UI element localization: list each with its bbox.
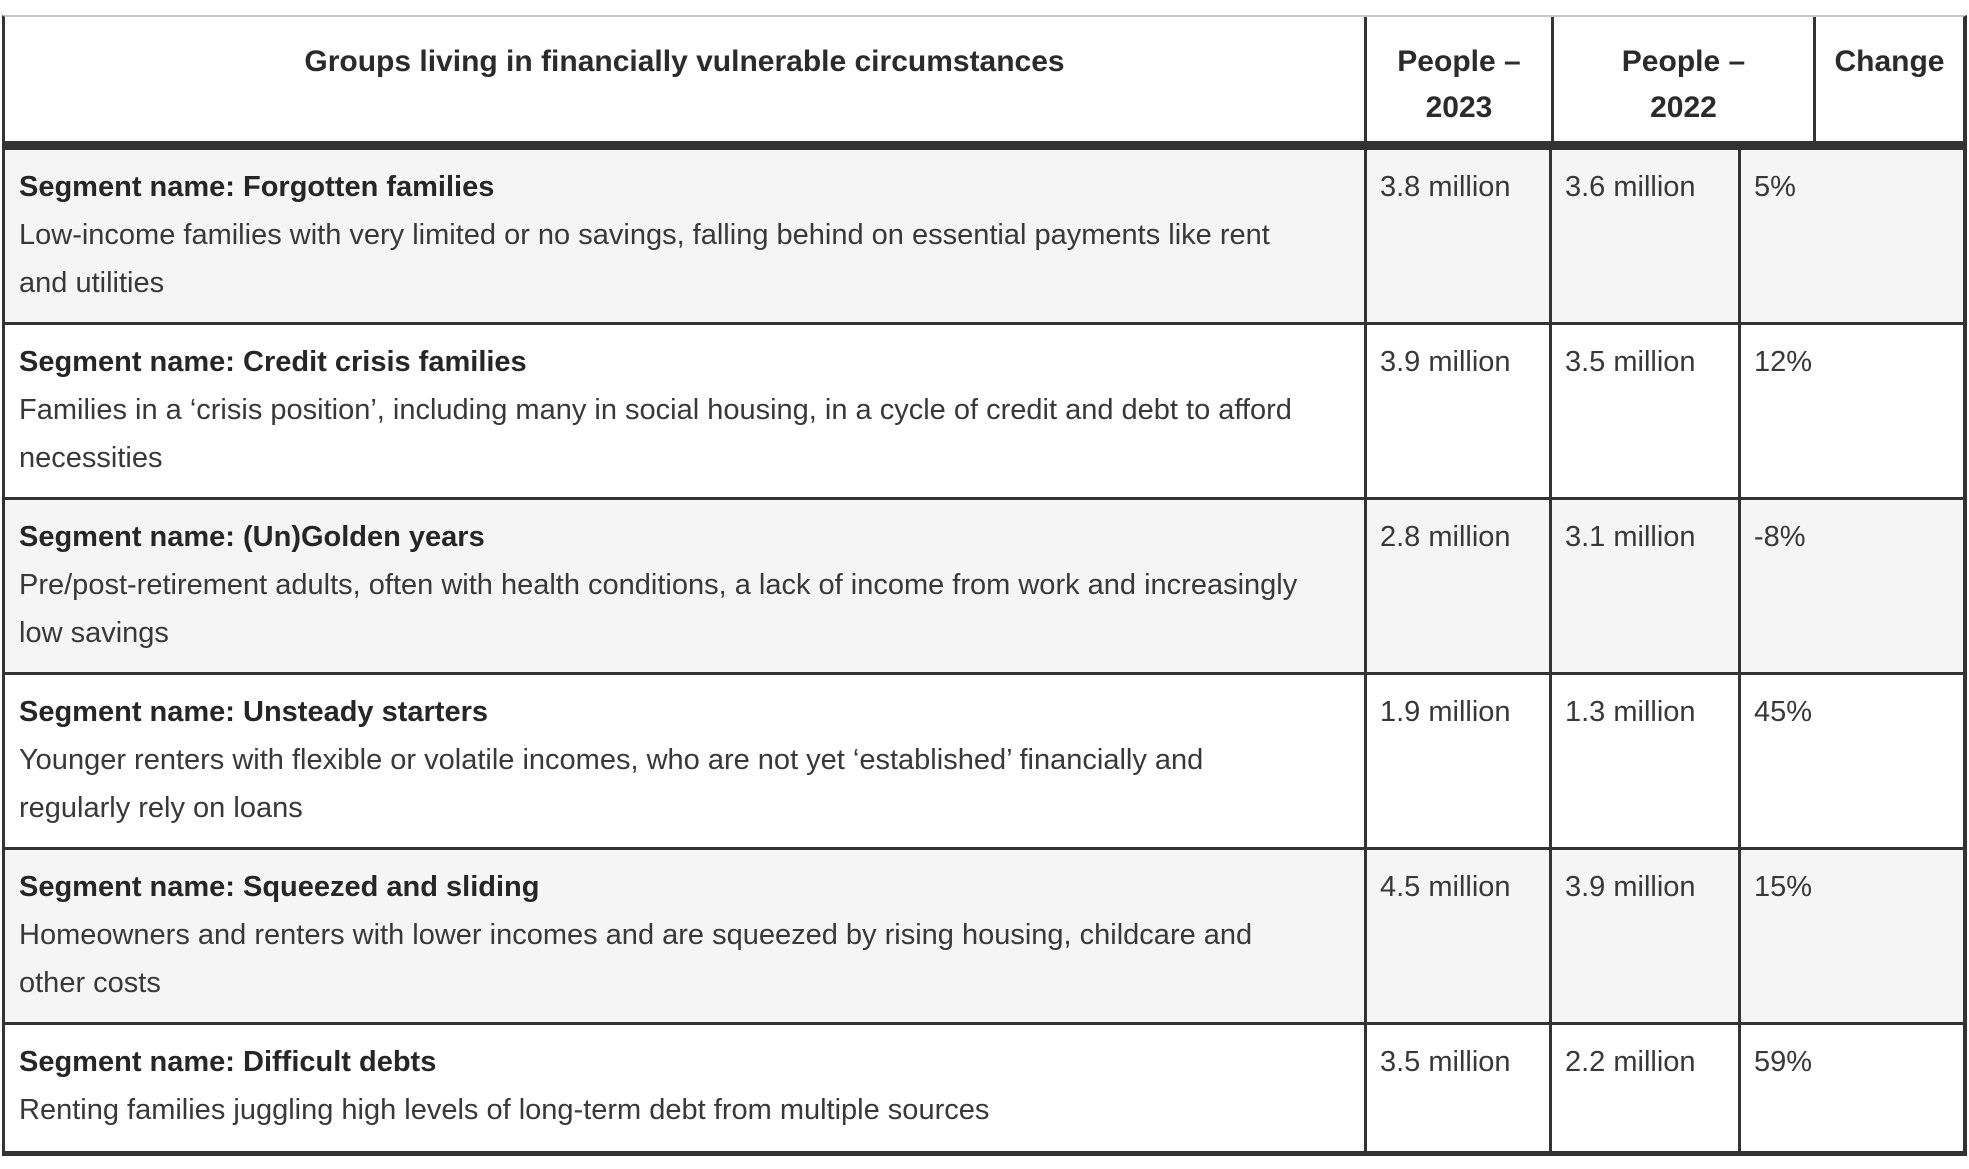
segment-name: Segment name: Difficult debts xyxy=(19,1046,437,1078)
table-row-forgotten-families: Segment name: Forgotten families Low-inc… xyxy=(5,147,1963,322)
people-2023-value: 3.9 million xyxy=(1367,325,1552,497)
people-2022-value: 3.6 million xyxy=(1552,150,1741,322)
segment-name: Segment name: (Un)Golden years xyxy=(19,521,485,553)
segment-name: Segment name: Unsteady starters xyxy=(19,696,488,728)
table-row-unsteady-starters: Segment name: Unsteady starters Younger … xyxy=(5,672,1963,847)
segment-name: Segment name: Credit crisis families xyxy=(19,346,527,378)
change-value: 59% xyxy=(1754,1046,1813,1078)
people-2023-value: 4.5 million xyxy=(1367,850,1552,1022)
header-change: Change xyxy=(1834,45,1945,78)
people-2023-value: 3.8 million xyxy=(1367,150,1552,322)
header-people-2022: People – 2022 xyxy=(1554,17,1816,141)
segment-description: Pre/post-retirement adults, often with h… xyxy=(19,569,1298,649)
header-people-2023: People – 2023 xyxy=(1367,17,1554,141)
change-value: 12% xyxy=(1754,346,1813,378)
segment-cell: Segment name: (Un)Golden years Pre/post-… xyxy=(5,500,1367,672)
table-header-row: Groups living in financially vulnerable … xyxy=(5,17,1963,147)
table-row-squeezed-and-sliding: Segment name: Squeezed and sliding Homeo… xyxy=(5,847,1963,1022)
segment-description: Families in a ‘crisis position’, includi… xyxy=(19,394,1292,474)
segment-description: Younger renters with flexible or volatil… xyxy=(19,744,1204,824)
segment-cell: Segment name: Forgotten families Low-inc… xyxy=(5,150,1367,322)
segment-cell: Segment name: Difficult debts Renting fa… xyxy=(5,1025,1367,1151)
people-2023-value: 1.9 million xyxy=(1367,675,1552,847)
vulnerable-groups-table: Groups living in financially vulnerable … xyxy=(2,15,1967,1156)
change-value: 5% xyxy=(1754,171,1796,203)
people-2022-value: 3.5 million xyxy=(1552,325,1741,497)
people-2023-value: 3.5 million xyxy=(1367,1025,1552,1151)
segment-cell: Segment name: Squeezed and sliding Homeo… xyxy=(5,850,1367,1022)
change-value: 15% xyxy=(1754,871,1813,903)
segment-name: Segment name: Squeezed and sliding xyxy=(19,871,540,903)
table-row-credit-crisis-families: Segment name: Credit crisis families Fam… xyxy=(5,322,1963,497)
segment-cell: Segment name: Credit crisis families Fam… xyxy=(5,325,1367,497)
people-2022-value: 2.2 million xyxy=(1552,1025,1741,1151)
header-groups: Groups living in financially vulnerable … xyxy=(5,17,1367,141)
table-row-ungolden-years: Segment name: (Un)Golden years Pre/post-… xyxy=(5,497,1963,672)
table-row-difficult-debts: Segment name: Difficult debts Renting fa… xyxy=(5,1022,1963,1151)
segment-description: Homeowners and renters with lower income… xyxy=(19,919,1253,999)
change-value: -8% xyxy=(1754,521,1806,553)
segment-name: Segment name: Forgotten families xyxy=(19,171,495,203)
people-2022-value: 3.9 million xyxy=(1552,850,1741,1022)
segment-description: Renting families juggling high levels of… xyxy=(19,1094,990,1126)
change-value: 45% xyxy=(1754,696,1813,728)
segment-description: Low-income families with very limited or… xyxy=(19,219,1270,299)
people-2022-value: 3.1 million xyxy=(1552,500,1741,672)
people-2023-value: 2.8 million xyxy=(1367,500,1552,672)
people-2022-value: 1.3 million xyxy=(1552,675,1741,847)
segment-cell: Segment name: Unsteady starters Younger … xyxy=(5,675,1367,847)
